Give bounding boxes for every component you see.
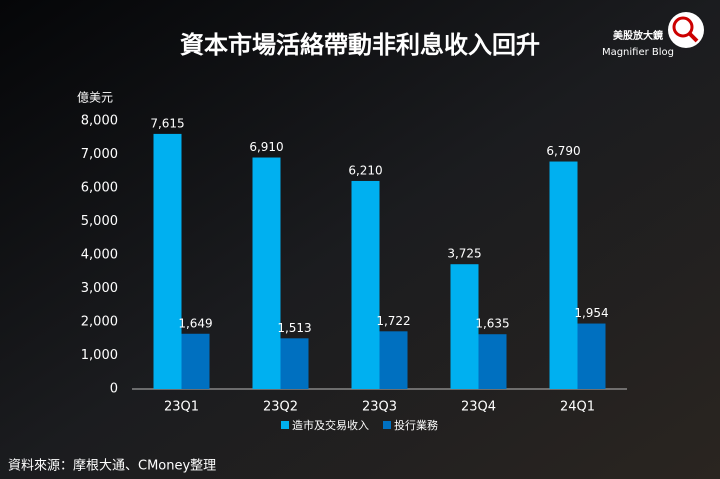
legend-swatch xyxy=(383,421,391,429)
y-tick-label: 7,000 xyxy=(81,147,118,162)
y-tick-label: 3,000 xyxy=(81,281,118,296)
logo-title: 美股放大鏡 xyxy=(613,29,663,42)
y-tick-label: 1,000 xyxy=(81,348,118,363)
y-tick-label: 8,000 xyxy=(81,114,118,129)
value-label: 1,722 xyxy=(376,314,410,328)
legend-swatch xyxy=(281,421,289,429)
logo-subtitle: Magnifier Blog xyxy=(602,47,674,58)
bar xyxy=(549,161,578,389)
y-tick-label: 4,000 xyxy=(81,248,118,263)
x-tick-label: 23Q1 xyxy=(164,400,199,415)
x-tick-label: 24Q1 xyxy=(560,400,595,415)
chart-title: 資本市場活絡帶動非利息收入回升 xyxy=(180,31,540,59)
value-label: 1,513 xyxy=(277,321,311,335)
x-tick-label: 23Q3 xyxy=(362,400,397,415)
value-label: 6,910 xyxy=(249,140,283,154)
value-label: 1,954 xyxy=(574,306,608,320)
bar xyxy=(577,323,606,389)
logo-icon xyxy=(668,12,704,48)
value-label: 7,615 xyxy=(150,116,184,130)
value-label: 3,725 xyxy=(447,247,481,261)
source-note: 資料來源：摩根大通、CMoney整理 xyxy=(8,458,216,474)
value-label: 1,635 xyxy=(475,317,509,331)
bar xyxy=(351,180,380,389)
bar xyxy=(280,338,309,389)
x-tick-label: 23Q4 xyxy=(461,400,496,415)
bar xyxy=(379,331,408,389)
value-label: 6,790 xyxy=(546,144,580,158)
value-label: 1,649 xyxy=(178,316,212,330)
legend-label: 造市及交易收入 xyxy=(292,418,369,432)
y-axis-label: 億美元 xyxy=(77,91,113,105)
value-label: 6,210 xyxy=(348,163,382,177)
x-tick-label: 23Q2 xyxy=(263,400,298,415)
legend-label: 投行業務 xyxy=(394,418,438,432)
y-tick-label: 6,000 xyxy=(81,181,118,196)
y-tick-label: 2,000 xyxy=(81,315,118,330)
bar xyxy=(252,157,281,389)
bar xyxy=(181,333,210,389)
bar xyxy=(450,264,479,389)
bar xyxy=(153,133,182,389)
bar xyxy=(478,334,507,389)
y-tick-label: 0 xyxy=(110,382,118,397)
y-tick-label: 5,000 xyxy=(81,214,118,229)
